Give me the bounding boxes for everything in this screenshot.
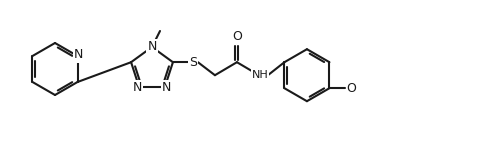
Text: S: S	[189, 56, 197, 69]
Text: N: N	[147, 39, 157, 52]
Text: O: O	[232, 30, 242, 43]
Text: N: N	[162, 81, 172, 94]
Text: N: N	[74, 49, 83, 61]
Text: N: N	[132, 81, 142, 94]
Text: O: O	[347, 82, 357, 95]
Text: NH: NH	[252, 70, 268, 80]
